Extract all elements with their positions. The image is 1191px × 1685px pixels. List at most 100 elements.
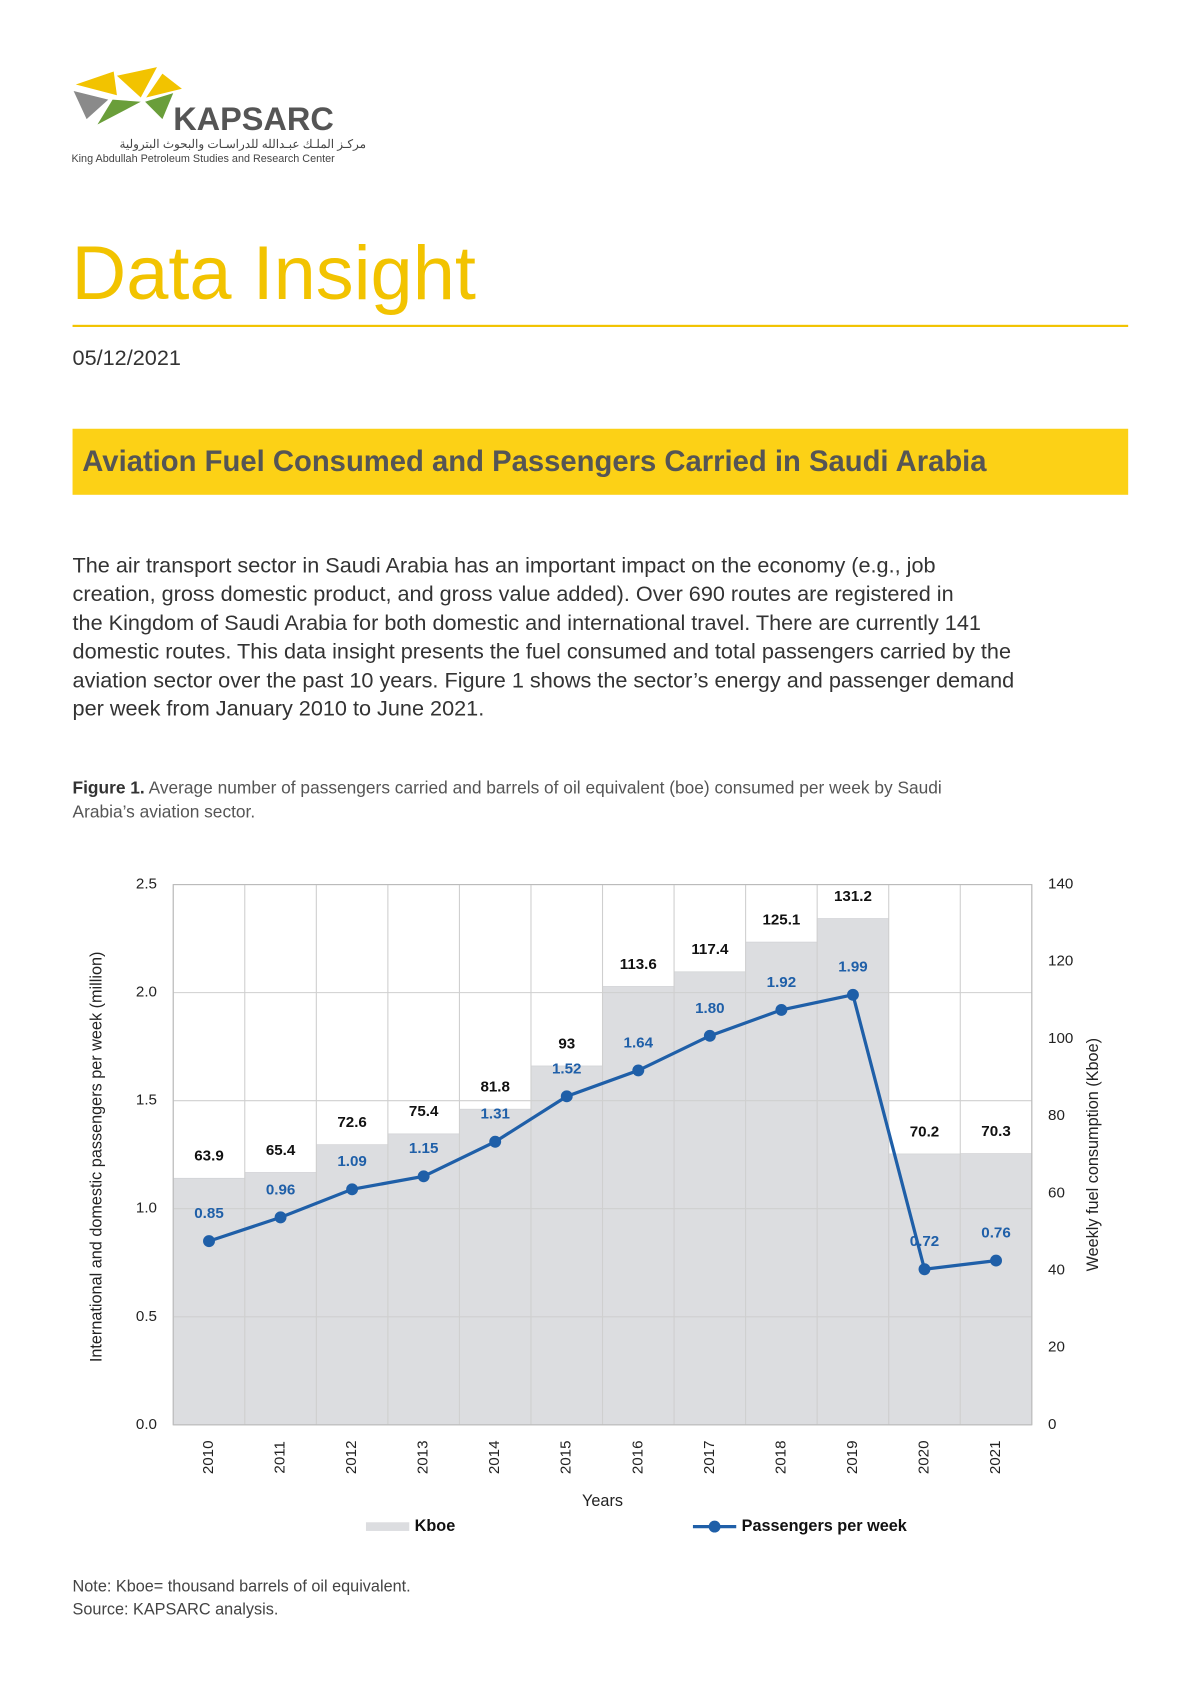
x-tick-label: 2020 — [915, 1440, 932, 1474]
y2-tick-label: 100 — [1048, 1030, 1073, 1047]
y2-tick-label: 140 — [1048, 876, 1073, 893]
y2-tick-label: 80 — [1048, 1107, 1065, 1124]
line-point — [560, 1090, 573, 1103]
point-value-label: 0.96 — [266, 1181, 295, 1198]
x-tick-label: 2012 — [343, 1440, 360, 1474]
x-tick-label: 2017 — [701, 1440, 718, 1474]
bar-value-label: 125.1 — [762, 911, 800, 928]
y2-tick-label: 60 — [1048, 1184, 1065, 1201]
point-value-label: 1.92 — [767, 974, 796, 991]
bar-value-label: 93 — [558, 1035, 575, 1052]
caption-line: Average number of passengers carried and… — [144, 779, 942, 798]
legend-label: Passengers per week — [742, 1517, 908, 1535]
legend-label: Kboe — [415, 1517, 456, 1535]
date: 05/12/2021 — [72, 346, 181, 371]
heading: Aviation Fuel Consumed and Passengers Ca… — [82, 444, 987, 478]
y-tick-label: 1.0 — [136, 1200, 157, 1217]
logo: KAPSARC مركـز الملـك عبـدالله للدراسـات … — [71, 67, 366, 165]
chart: 63.9 65.4 72.6 75.4 81.8 93 113.6 117.4 125.1 131… — [88, 876, 1102, 1535]
line-point — [775, 1003, 788, 1016]
line-point — [417, 1170, 430, 1183]
notes: Note: Kboe= thousand barrels of oil equi… — [73, 1575, 411, 1620]
line-point — [203, 1235, 215, 1248]
logo-text: KAPSARC — [173, 101, 334, 137]
bar-value-label: 70.3 — [981, 1123, 1010, 1140]
point-value-label: 1.99 — [838, 959, 867, 976]
body-line: per week from January 2010 to June 2021. — [72, 697, 485, 722]
figure-label: Figure 1. — [72, 779, 145, 798]
note: Source: KAPSARC analysis. — [72, 1600, 279, 1619]
note: Note: Kboe= thousand barrels of oil equi… — [72, 1577, 411, 1596]
plot-frame — [172, 884, 1033, 1426]
y2-axis-title: Weekly fuel consumption (Kboe) — [1084, 1038, 1102, 1271]
x-tick-label: 2015 — [558, 1440, 575, 1474]
line-point — [703, 1029, 716, 1042]
bar — [530, 1065, 603, 1426]
y2-tick-label: 20 — [1048, 1339, 1065, 1356]
line — [208, 992, 997, 1272]
body-text: The air transport sector in Saudi Arabia… — [73, 552, 1015, 724]
bar-value-label: 81.8 — [480, 1079, 509, 1096]
y-tick-label: 1.5 — [136, 1092, 157, 1109]
logo-arabic: مركـز الملـك عبـدالله للدراسـات والبحوث … — [120, 137, 366, 151]
bar — [888, 1153, 961, 1426]
legend-swatch — [365, 1522, 410, 1531]
x-tick-label: 2019 — [844, 1440, 861, 1474]
x-tick-label: 2010 — [200, 1440, 217, 1474]
x-axis-title: Years — [582, 1492, 623, 1510]
y2-tick-label: 120 — [1048, 953, 1073, 970]
bar-value-label: 113.6 — [620, 956, 657, 973]
rule — [72, 324, 1129, 327]
bar — [244, 1172, 317, 1426]
point-value-label: 1.80 — [695, 1000, 724, 1017]
bar-value-label: 75.4 — [409, 1103, 439, 1120]
body-line: The air transport sector in Saudi Arabia… — [72, 554, 936, 579]
title: Data Insight — [71, 230, 476, 316]
y-tick-label: 2.5 — [136, 876, 157, 893]
bar-value-label: 131.2 — [834, 888, 872, 905]
y2-tick-label: 40 — [1048, 1261, 1065, 1278]
line-point — [990, 1254, 1002, 1267]
point-value-label: 1.52 — [552, 1060, 581, 1077]
point-value-label: 0.76 — [981, 1225, 1010, 1242]
bar-value-label: 117.4 — [691, 941, 729, 958]
x-tick-label: 2014 — [486, 1440, 503, 1474]
line-point — [346, 1183, 359, 1196]
bar-value-label: 65.4 — [266, 1142, 296, 1159]
line-point — [632, 1064, 645, 1077]
point-value-label: 0.72 — [910, 1233, 939, 1250]
x-tick-label: 2016 — [629, 1440, 646, 1474]
logo-english: King Abdullah Petroleum Studies and Rese… — [71, 153, 335, 165]
x-tick-label: 2011 — [272, 1441, 289, 1474]
x-tick-label: 2018 — [772, 1440, 789, 1474]
x-tick-label: 2021 — [987, 1440, 1004, 1474]
y-tick-label: 0.0 — [136, 1416, 157, 1433]
body-line: aviation sector over the past 10 years. … — [72, 668, 1015, 693]
heading-banner: Aviation Fuel Consumed and Passengers Ca… — [72, 428, 1129, 495]
point-value-label: 1.64 — [624, 1034, 654, 1051]
bar-value-label: 63.9 — [194, 1148, 223, 1165]
bar — [745, 941, 818, 1426]
bar-value-label: 72.6 — [337, 1114, 366, 1131]
body-line: the Kingdom of Saudi Arabia for both dom… — [72, 611, 981, 636]
figure-caption: Figure 1. Average number of passengers c… — [73, 777, 942, 825]
line-point — [918, 1263, 931, 1276]
body-line: domestic routes. This data insight prese… — [72, 640, 1012, 664]
y-tick-label: 2.0 — [136, 984, 157, 1001]
y-axis-title: International and domestic passengers pe… — [88, 952, 106, 1363]
bar — [459, 1108, 532, 1426]
line-point — [274, 1211, 287, 1224]
y2-tick-label: 0 — [1048, 1416, 1056, 1433]
bar — [602, 986, 675, 1426]
point-value-label: 0.85 — [194, 1205, 223, 1222]
line-point — [489, 1135, 502, 1148]
y-tick-label: 0.5 — [136, 1308, 157, 1325]
point-value-label: 1.31 — [480, 1106, 509, 1123]
bar-value-label: 70.2 — [910, 1123, 939, 1140]
line-point — [846, 988, 859, 1001]
x-tick-label: 2013 — [415, 1440, 432, 1474]
point-value-label: 1.09 — [337, 1153, 366, 1170]
bar — [172, 1177, 246, 1426]
caption-line: Arabia’s aviation sector. — [72, 803, 256, 822]
